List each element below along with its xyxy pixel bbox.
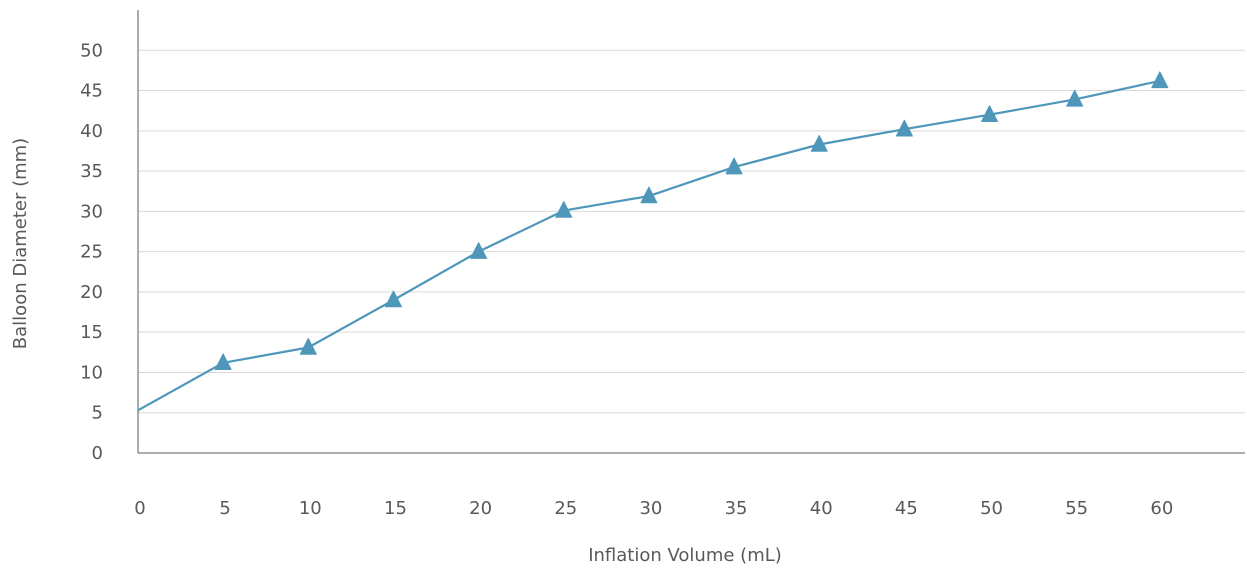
x-axis-title: Inflation Volume (mL): [588, 545, 782, 566]
y-tick-label: 5: [92, 403, 103, 424]
data-series: [137, 71, 1169, 412]
y-tick-labels: 0 5 10 15 20 25 30 35 40 45 50: [80, 40, 103, 464]
x-tick-labels: 0 5 10 15 20 25 30 35 40 45 50 55 60: [134, 498, 1173, 519]
x-tick-label: 30: [639, 498, 662, 519]
y-tick-label: 25: [80, 242, 103, 263]
y-tick-label: 10: [80, 362, 103, 383]
x-tick-label: 25: [554, 498, 577, 519]
x-tick-label: 15: [384, 498, 407, 519]
data-point-marker: [895, 119, 913, 137]
data-point-marker: [810, 135, 828, 152]
y-tick-label: 30: [80, 201, 103, 222]
x-tick-label: 20: [469, 498, 492, 519]
y-tick-label: 40: [80, 121, 103, 142]
x-tick-label: 55: [1065, 498, 1088, 519]
y-tick-label: 50: [80, 40, 103, 61]
data-point-marker: [470, 242, 488, 259]
x-tick-label: 50: [980, 498, 1003, 519]
y-tick-label: 35: [80, 161, 103, 182]
x-tick-label: 35: [725, 498, 748, 519]
data-point-marker: [384, 290, 402, 308]
y-tick-label: 0: [92, 443, 103, 464]
data-point-marker: [555, 201, 573, 218]
data-point-marker: [981, 105, 999, 122]
data-point-marker: [725, 157, 743, 175]
data-point-marker: [299, 337, 317, 355]
data-point-marker: [640, 186, 658, 204]
x-tick-label: 45: [895, 498, 918, 519]
y-tick-label: 20: [80, 282, 103, 303]
x-tick-label: 40: [810, 498, 833, 519]
y-axis-title: Balloon Diameter (mm): [10, 138, 31, 349]
data-point-marker: [1066, 89, 1084, 107]
x-tick-label: 10: [299, 498, 322, 519]
x-tick-label: 0: [134, 498, 145, 519]
series-line: [137, 79, 1161, 412]
axes: [137, 10, 1245, 454]
y-tick-label: 45: [80, 81, 103, 102]
data-point-marker: [214, 353, 232, 371]
gridlines: [138, 49, 1245, 414]
y-tick-label: 15: [80, 322, 103, 343]
data-point-marker: [1151, 71, 1169, 89]
x-tick-label: 60: [1150, 498, 1173, 519]
x-tick-label: 5: [219, 498, 230, 519]
